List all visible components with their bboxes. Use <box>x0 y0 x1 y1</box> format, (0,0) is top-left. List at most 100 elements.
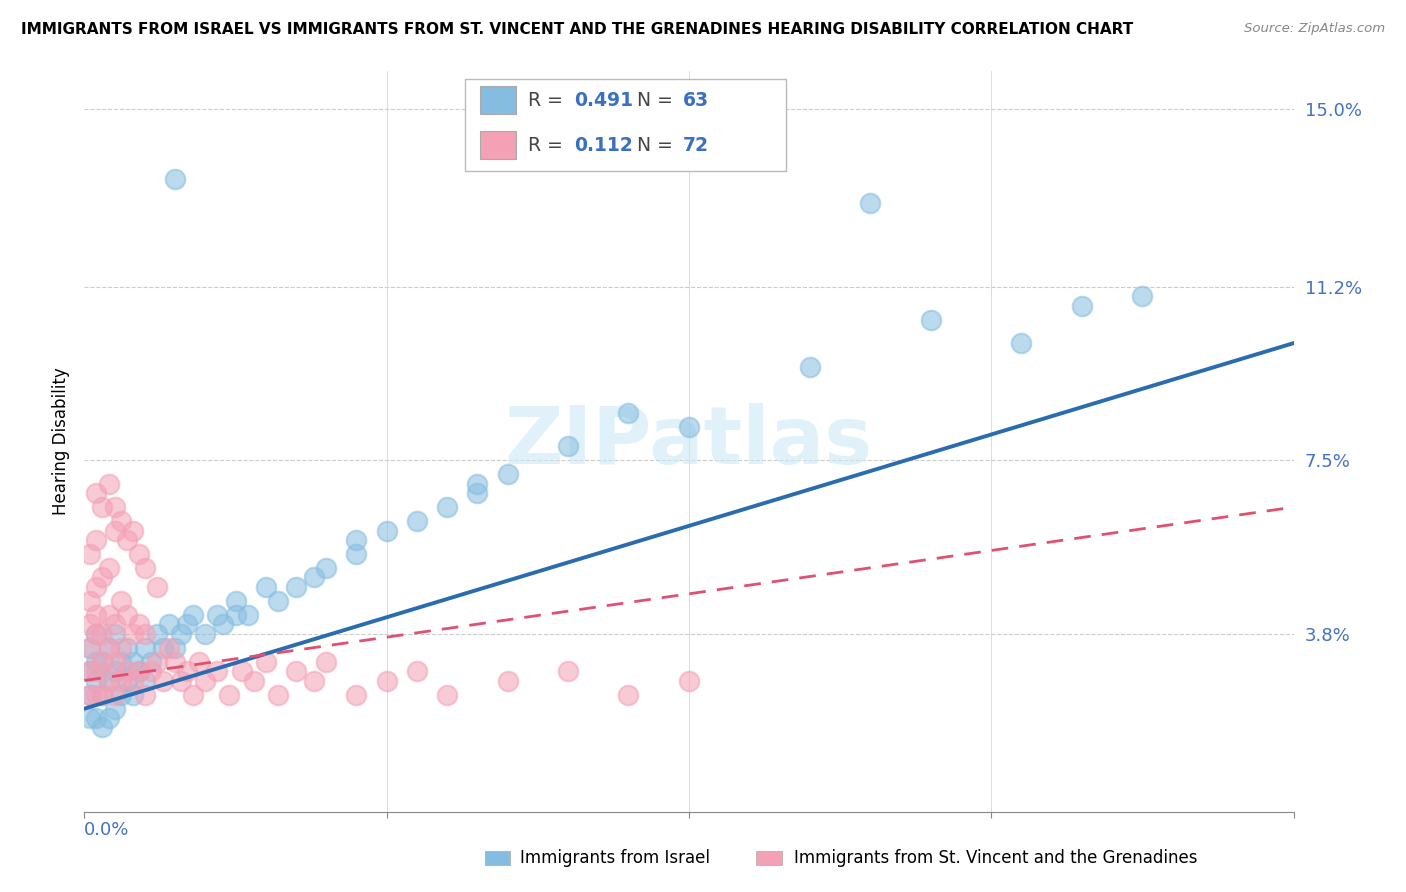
Point <box>315 561 337 575</box>
Point <box>128 664 150 678</box>
Point <box>557 664 579 678</box>
Point <box>1130 289 1153 303</box>
Text: 0.0%: 0.0% <box>84 821 129 838</box>
Text: 72: 72 <box>683 136 709 155</box>
Point <box>170 626 193 640</box>
Point <box>104 626 127 640</box>
Point <box>115 640 138 655</box>
Point <box>104 500 127 515</box>
Point <box>97 476 120 491</box>
Point <box>194 673 217 688</box>
Point <box>86 580 108 594</box>
Bar <box>485 851 510 865</box>
Point <box>267 688 290 702</box>
Point <box>86 711 108 725</box>
Point <box>302 570 325 584</box>
Point <box>128 547 150 561</box>
Point <box>79 688 101 702</box>
Point <box>346 533 368 547</box>
Point <box>91 655 114 669</box>
Point <box>134 561 156 575</box>
Point <box>110 688 132 702</box>
Point <box>165 172 187 186</box>
Point <box>97 673 120 688</box>
Point <box>79 594 101 608</box>
Point <box>254 580 277 594</box>
Point <box>467 486 489 500</box>
Point <box>110 673 132 688</box>
Point <box>115 607 138 622</box>
Point <box>128 664 150 678</box>
Point <box>86 533 108 547</box>
Text: Immigrants from St. Vincent and the Grenadines: Immigrants from St. Vincent and the Gren… <box>794 849 1198 867</box>
Point <box>97 640 120 655</box>
Point <box>181 607 204 622</box>
Point <box>207 607 229 622</box>
Text: 0.491: 0.491 <box>574 92 633 111</box>
Text: 0.112: 0.112 <box>574 136 633 155</box>
Point <box>285 664 308 678</box>
FancyBboxPatch shape <box>479 87 516 114</box>
Y-axis label: Hearing Disability: Hearing Disability <box>52 368 70 516</box>
Point <box>121 655 143 669</box>
Point <box>97 640 120 655</box>
Point <box>920 312 942 326</box>
Point <box>212 617 235 632</box>
Point <box>104 701 127 715</box>
Text: N =: N = <box>637 136 673 155</box>
Point <box>285 580 308 594</box>
FancyBboxPatch shape <box>465 78 786 171</box>
Point <box>110 640 132 655</box>
Point <box>91 570 114 584</box>
Point <box>557 439 579 453</box>
Point <box>104 688 127 702</box>
Point <box>115 673 138 688</box>
Point <box>115 533 138 547</box>
Point <box>225 607 247 622</box>
Text: N =: N = <box>637 92 673 111</box>
Point <box>207 664 229 678</box>
Point <box>436 500 458 515</box>
Point <box>110 594 132 608</box>
Point <box>91 626 114 640</box>
Point <box>315 655 337 669</box>
Point <box>134 673 156 688</box>
Point <box>104 655 127 669</box>
Point <box>121 688 143 702</box>
Point <box>157 617 180 632</box>
Point <box>104 524 127 538</box>
Point <box>1071 299 1094 313</box>
Text: Immigrants from Israel: Immigrants from Israel <box>520 849 710 867</box>
Point <box>146 655 169 669</box>
Point <box>496 467 519 482</box>
Point <box>165 655 187 669</box>
Point <box>121 673 143 688</box>
Point <box>254 655 277 669</box>
Point <box>406 664 429 678</box>
Point <box>346 547 368 561</box>
Point <box>678 673 700 688</box>
Point <box>86 607 108 622</box>
Point <box>181 688 204 702</box>
Point <box>86 673 108 688</box>
Point <box>176 617 198 632</box>
Point <box>436 688 458 702</box>
Point <box>128 617 150 632</box>
Point <box>375 673 398 688</box>
Point <box>86 626 108 640</box>
Point <box>79 547 101 561</box>
Point <box>79 711 101 725</box>
Point <box>678 420 700 434</box>
Point <box>79 640 101 655</box>
Point <box>97 711 120 725</box>
Point <box>91 688 114 702</box>
Point <box>110 514 132 528</box>
Point <box>91 655 114 669</box>
Point <box>236 607 259 622</box>
Point <box>467 476 489 491</box>
Point <box>157 640 180 655</box>
Text: 63: 63 <box>683 92 709 111</box>
Point <box>194 626 217 640</box>
Point <box>79 664 101 678</box>
Point <box>176 664 198 678</box>
